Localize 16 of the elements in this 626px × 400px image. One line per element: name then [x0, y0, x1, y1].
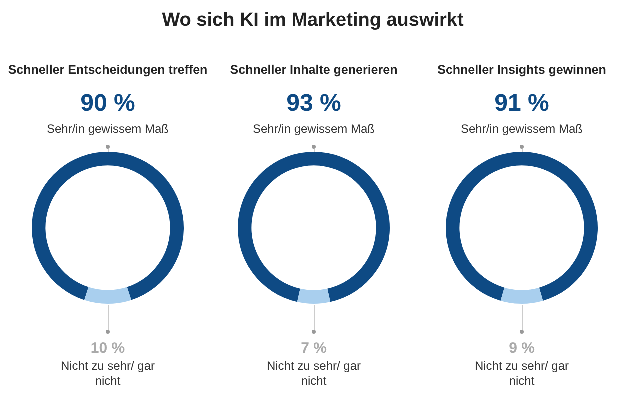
text: Wo sich KI im Marketing auswirkt [161, 10, 465, 32]
data-label: 7 % [300, 340, 328, 357]
chart-title: Schneller Entscheidungen treffen [7, 63, 209, 77]
chart-title: Schneller Inhalte generieren [229, 63, 399, 77]
slice-label: Nicht zu sehr/ gar nicht [60, 359, 156, 389]
data-label: 93 % [286, 90, 342, 118]
data-label: 91 % [494, 90, 550, 118]
slice-label: Sehr/in gewissem Maß [460, 122, 584, 136]
slice-label: Sehr/in gewissem Maß [252, 122, 376, 136]
slice-label: Sehr/in gewissem Maß [46, 122, 170, 136]
data-label: 9 % [508, 340, 536, 357]
slice-label: Nicht zu sehr/ gar nicht [266, 359, 362, 389]
data-label: 90 % [80, 90, 136, 118]
chart-title: Schneller Insights gewinnen [436, 63, 608, 77]
slice-label: Nicht zu sehr/ gar nicht [474, 359, 570, 389]
data-label: 10 % [90, 340, 126, 357]
